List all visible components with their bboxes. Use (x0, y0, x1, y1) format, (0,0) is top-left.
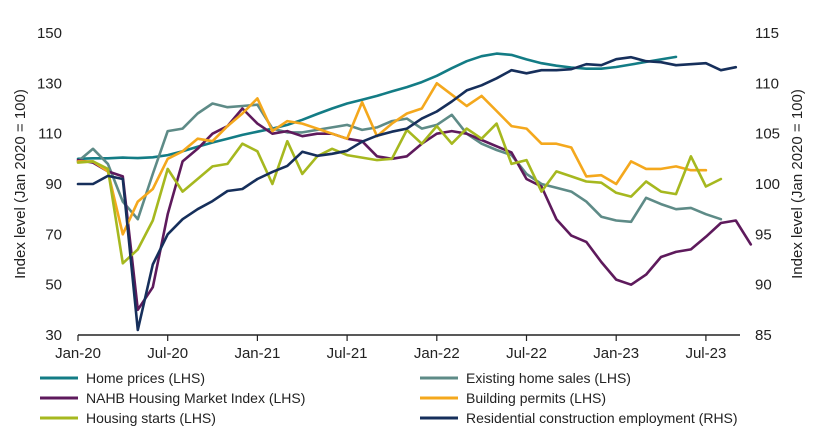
x-tick-label: Jul-23 (685, 345, 726, 362)
x-tick-label: Jul-20 (147, 345, 188, 362)
left-tick-label: 90 (45, 176, 62, 193)
left-tick-label: 70 (45, 226, 62, 243)
left-axis-ticks: 30 50 70 90 110 130 150 (37, 25, 62, 344)
left-tick-label: 30 (45, 327, 62, 344)
x-tick-label: Jan-21 (234, 345, 280, 362)
legend-label: Housing starts (LHS) (86, 410, 216, 426)
legend-label: Building permits (LHS) (466, 390, 606, 406)
legend-label: Residential construction employment (RHS… (466, 410, 738, 426)
series-line-nahb-housing-market-index (76, 107, 753, 312)
x-tick-label: Jul-21 (327, 345, 368, 362)
x-tick-label: Jan-22 (414, 345, 460, 362)
legend-item-existing-home-sales: Existing home sales (LHS) (420, 370, 631, 386)
legend-label: Existing home sales (LHS) (466, 370, 631, 386)
x-tick-label: Jul-22 (506, 345, 547, 362)
series-layer (76, 52, 753, 332)
right-axis-ticks: 85 90 95 100 105 110 115 (755, 25, 780, 344)
legend-label: NAHB Housing Market Index (LHS) (86, 390, 305, 406)
x-tick-label: Jan-20 (55, 345, 101, 362)
series-line-home-prices (76, 52, 678, 161)
legend-item-building-permits: Building permits (LHS) (420, 390, 606, 406)
series-line-existing-home-sales (76, 102, 723, 224)
x-axis-ticks: Jan-20 Jul-20 Jan-21 Jul-21 Jan-22 Jul-22 Jan-… (55, 335, 726, 362)
series-line-residential-construction-employment (76, 55, 738, 332)
right-axis-title: Index level (Jan 2020 = 100) (789, 89, 806, 279)
right-tick-label: 110 (755, 75, 779, 92)
legend: Home prices (LHS) Existing home sales (LH… (40, 370, 738, 426)
legend-item-residential-construction-employment: Residential construction employment (RHS… (420, 410, 738, 426)
legend-item-housing-starts: Housing starts (LHS) (40, 410, 216, 426)
legend-item-home-prices: Home prices (LHS) (40, 370, 205, 386)
x-tick-label: Jan-23 (593, 345, 639, 362)
right-tick-label: 85 (755, 327, 772, 344)
right-tick-label: 115 (755, 25, 779, 42)
legend-label: Home prices (LHS) (86, 370, 205, 386)
left-tick-label: 50 (45, 277, 62, 294)
left-tick-label: 110 (38, 126, 62, 143)
legend-item-nahb-housing-market-index: NAHB Housing Market Index (LHS) (40, 390, 305, 406)
right-tick-label: 95 (755, 226, 772, 243)
series-line-building-permits (76, 82, 708, 236)
left-tick-label: 150 (37, 25, 62, 42)
right-tick-label: 100 (755, 176, 780, 193)
left-axis-title: Index level (Jan 2020 = 100) (12, 89, 29, 279)
series-line-housing-starts (76, 122, 723, 265)
right-tick-label: 105 (755, 126, 780, 143)
left-tick-label: 130 (37, 75, 62, 92)
right-tick-label: 90 (755, 277, 772, 294)
